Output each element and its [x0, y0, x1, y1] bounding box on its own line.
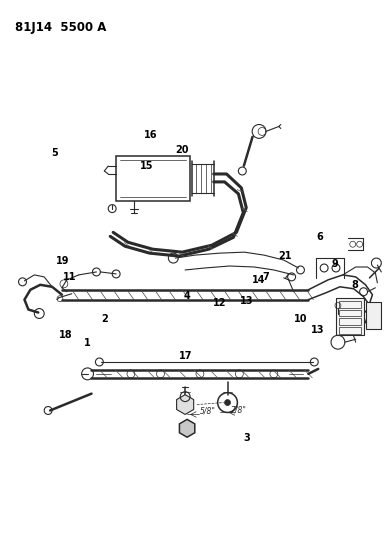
Text: 9: 9 — [332, 259, 339, 269]
Text: 12: 12 — [213, 298, 227, 309]
Text: 5: 5 — [51, 148, 58, 158]
Bar — [116, 156, 190, 201]
Text: 7/8": 7/8" — [230, 406, 246, 415]
Polygon shape — [177, 394, 194, 415]
Circle shape — [225, 400, 230, 406]
Bar — [339, 301, 361, 308]
Text: 2: 2 — [101, 314, 108, 324]
Text: 21: 21 — [278, 251, 292, 261]
Text: 81J14  5500 A: 81J14 5500 A — [14, 21, 106, 34]
Text: 20: 20 — [175, 146, 188, 156]
Text: 11: 11 — [63, 272, 77, 282]
Bar — [339, 310, 361, 317]
Text: 13: 13 — [311, 325, 325, 335]
Text: 8: 8 — [351, 280, 358, 290]
Text: 7: 7 — [263, 272, 269, 282]
Text: 17: 17 — [179, 351, 192, 361]
Text: 6: 6 — [317, 232, 323, 243]
Text: 1: 1 — [84, 338, 91, 348]
Bar — [365, 302, 381, 329]
Polygon shape — [179, 419, 195, 437]
Text: 4: 4 — [184, 290, 191, 301]
Text: 3: 3 — [243, 433, 250, 443]
Bar — [339, 318, 361, 325]
Text: 13: 13 — [240, 296, 254, 306]
Text: 15: 15 — [140, 161, 154, 171]
Text: 16: 16 — [144, 130, 158, 140]
Text: 10: 10 — [294, 314, 307, 324]
Bar — [336, 297, 363, 335]
Text: 18: 18 — [59, 330, 73, 340]
Bar — [339, 327, 361, 334]
Text: 19: 19 — [56, 256, 69, 266]
Text: 14: 14 — [252, 274, 265, 285]
Text: 5/8": 5/8" — [200, 407, 216, 416]
